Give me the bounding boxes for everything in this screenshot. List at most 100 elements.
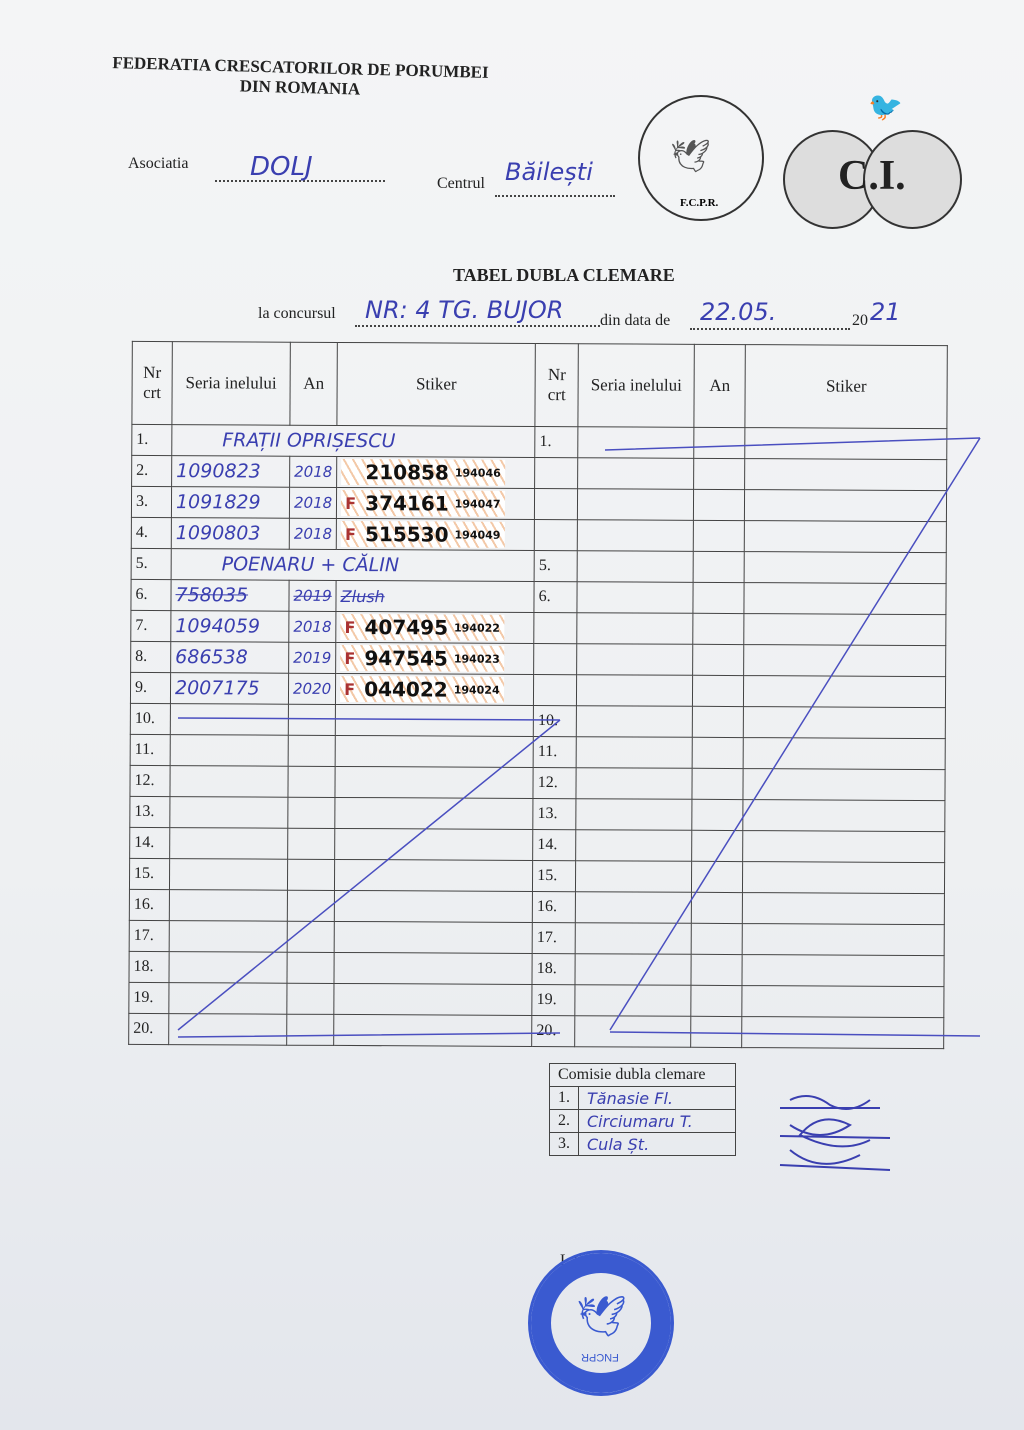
row-nr-right: 20. — [531, 1015, 576, 1047]
row-nr: 13. — [129, 796, 170, 828]
sticker-serial: 947545 — [364, 646, 448, 671]
ring-year — [288, 735, 336, 767]
ring-series — [169, 796, 288, 829]
row-nr-right: 16. — [532, 891, 576, 923]
col-an: An — [289, 342, 338, 426]
row-nr: 4. — [131, 517, 172, 549]
col-stiker-2: Stiker — [745, 344, 948, 429]
clamp-table: Nr crt Seria inelului An Stiker Nr crt S… — [128, 341, 948, 1049]
row-nr: 3. — [131, 486, 172, 518]
ring-series — [168, 1013, 287, 1046]
ring-series — [169, 920, 288, 953]
row-nr-right: 13. — [532, 798, 577, 830]
row-nr: 16. — [129, 889, 170, 921]
sticker-code: 194049 — [454, 528, 501, 542]
table-row: 10. 10. — [130, 703, 946, 739]
row-nr-right — [534, 488, 578, 520]
ring-year — [287, 828, 335, 860]
col-an-2: An — [694, 344, 746, 428]
ring-series: 758035 — [170, 579, 290, 612]
ring-series — [169, 765, 289, 798]
year-prefix: 20 — [852, 312, 868, 329]
sticker-cell: F 515530 194049 — [336, 518, 535, 551]
sticker: 210858 194046 — [341, 458, 505, 486]
ring-series — [170, 734, 289, 767]
row-nr: 2. — [131, 455, 172, 487]
row-nr: 11. — [130, 734, 171, 766]
table-row: 18. 18. — [128, 951, 945, 987]
dove-icon: 🕊 — [670, 138, 711, 174]
ring-year — [286, 952, 335, 984]
row-nr: 8. — [130, 641, 171, 673]
table-row: 6. 758035 2019 Zlush 6. — [130, 579, 947, 615]
table-row: 17. 17. — [129, 920, 945, 956]
date-value: 22.05. — [700, 298, 777, 326]
ring-series: 1091829 — [171, 486, 290, 519]
centrul-value: Băilești — [505, 158, 593, 186]
sticker-code: 194047 — [454, 497, 501, 511]
commission-table: Comisie dubla clemare 1. Tănasie Fl. 2. Ci… — [549, 1063, 736, 1156]
row-nr: 15. — [129, 858, 170, 890]
table-row: 4. 1090803 2018 F 515530 194049 — [131, 517, 947, 553]
row-nr-right: 14. — [532, 829, 576, 861]
fcpr-logo: 🕊 F.C.P.R. — [638, 95, 764, 221]
ring-year — [286, 983, 335, 1015]
ring-series: 1090823 — [171, 455, 290, 488]
ring-year: 2018 — [289, 487, 337, 519]
ring-year: 2018 — [289, 518, 337, 550]
ring-year: 2019 — [288, 642, 336, 674]
year-suffix: 21 — [870, 298, 901, 326]
row-nr: 7. — [130, 610, 171, 642]
fcpr-abbrev: F.C.P.R. — [680, 197, 719, 209]
row-nr-right: 6. — [534, 581, 578, 613]
table-row: 1. FRAȚII OPRIȘESCU 1. — [131, 424, 948, 460]
row-nr: 20. — [128, 1013, 169, 1045]
sticker-code: 194024 — [453, 683, 500, 697]
sticker-serial: 210858 — [365, 460, 449, 485]
row-nr-right — [533, 674, 577, 706]
row-nr: 18. — [128, 951, 170, 983]
table-row: 20. 20. — [128, 1013, 945, 1049]
row-nr-right: 1. — [534, 426, 579, 458]
member-name: Cula Șt. — [578, 1132, 736, 1156]
table-row: 5. POENARU + CĂLIN 5. — [131, 548, 947, 584]
row-nr-right: 11. — [533, 736, 577, 768]
row-nr-right: 12. — [533, 767, 577, 799]
sticker-code: 194023 — [453, 652, 500, 666]
sticker-serial: 407495 — [364, 615, 449, 640]
ring-series: 2007175 — [170, 672, 289, 705]
sticker: F 515530 194049 — [340, 520, 505, 548]
member-nr: 1. — [549, 1086, 579, 1110]
table-row: 7. 1094059 2018 F 407495 194022 — [130, 610, 947, 646]
table-row: 3. 1091829 2018 F 374161 194047 — [131, 486, 947, 522]
table-row: 11. 11. — [130, 734, 946, 770]
ring-year — [287, 890, 335, 922]
sticker-cell: F 947545 194023 — [335, 642, 534, 675]
table-row: 8. 686538 2019 F 947545 194023 — [130, 641, 946, 677]
table-row: 14. 14. — [129, 827, 945, 863]
federation-heading: FEDERATIA CRESCATORILOR DE PORUMBEI DIN … — [112, 53, 489, 103]
ring-year: 2018 — [288, 611, 337, 643]
row-nr-right — [534, 519, 578, 551]
row-nr: 6. — [130, 579, 172, 611]
struck-note: Zlush — [336, 580, 535, 613]
ring-series — [169, 889, 288, 922]
row-nr-right — [534, 457, 578, 489]
sticker-serial: 515530 — [364, 522, 449, 547]
row-nr-right: 5. — [534, 550, 578, 582]
ring-series: 1090803 — [171, 517, 290, 550]
row-nr: 10. — [130, 703, 171, 735]
ring-year — [287, 859, 335, 891]
table-row: 13. 13. — [129, 796, 946, 832]
table-row: 12. 12. — [129, 765, 946, 801]
row-nr-right: 17. — [532, 922, 576, 954]
table-row: 9. 2007175 2020 F 044022 194024 — [130, 672, 946, 708]
row-nr-right: 15. — [532, 860, 576, 892]
col-seria-2: Seria inelului — [578, 343, 695, 428]
sticker-cell: F 044022 194024 — [335, 673, 534, 706]
ring-year: 2018 — [289, 456, 337, 488]
contest-value: NR: 4 TG. BUJOR — [365, 296, 564, 324]
row-nr-right: 10. — [533, 705, 577, 737]
ring-year: 2020 — [288, 673, 336, 705]
